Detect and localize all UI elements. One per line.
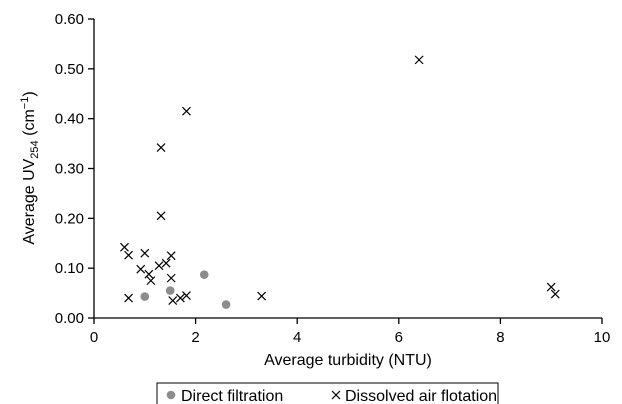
data-point-direct-filtration — [199, 270, 209, 279]
data-point-dissolved-air-flotation — [124, 293, 133, 303]
x-tick-label: 0 — [90, 329, 98, 346]
x-tick-label: 2 — [191, 329, 199, 346]
legend-marker-dissolved-air-flotation — [331, 390, 341, 400]
x-tick-label: 8 — [496, 329, 504, 346]
data-point-direct-filtration — [140, 292, 150, 301]
legend-marker-direct-filtration — [166, 390, 176, 400]
data-point-dissolved-air-flotation — [166, 273, 176, 283]
data-point-dissolved-air-flotation — [136, 264, 146, 274]
y-tick-label: 0.30 — [55, 161, 84, 178]
data-point-dissolved-air-flotation — [124, 250, 133, 260]
legend-label-direct-filtration: Direct filtration — [181, 388, 283, 404]
data-point-dissolved-air-flotation — [156, 211, 166, 221]
x-tick-label: 4 — [293, 329, 301, 346]
y-tick-label: 0.00 — [55, 310, 84, 327]
legend-box — [156, 382, 499, 404]
data-point-dissolved-air-flotation — [168, 296, 178, 305]
data-point-dissolved-air-flotation — [166, 251, 176, 261]
data-point-direct-filtration — [165, 286, 175, 295]
y-axis-title-close: ) — [21, 91, 38, 96]
data-point-dissolved-air-flotation — [156, 143, 166, 152]
y-tick-label: 0.50 — [55, 61, 84, 78]
data-point-dissolved-air-flotation — [120, 242, 129, 252]
data-point-dissolved-air-flotation — [161, 258, 171, 268]
y-tick-label: 0.10 — [55, 260, 84, 277]
y-tick-label: 0.40 — [55, 111, 84, 128]
y-axis-title-unit: (cm — [21, 109, 38, 140]
legend-label-dissolved-air-flotation: Dissolved air flotation — [345, 388, 497, 404]
x-tick-label: 10 — [594, 329, 611, 346]
x-axis-title: Average turbidity (NTU) — [264, 352, 432, 369]
y-axis-title: Average UV254 (cm−1) — [19, 91, 41, 244]
data-point-dissolved-air-flotation — [175, 293, 185, 303]
data-point-dissolved-air-flotation — [550, 289, 560, 299]
data-point-dissolved-air-flotation — [182, 291, 191, 300]
y-tick-label: 0.20 — [55, 210, 84, 227]
data-point-dissolved-air-flotation — [154, 261, 164, 271]
data-point-dissolved-air-flotation — [140, 248, 150, 258]
x-ticks: 0 2 4 6 8 10 — [90, 318, 611, 346]
data-point-direct-filtration — [221, 300, 231, 309]
x-tick-label: 6 — [395, 329, 403, 346]
y-tick-label: 0.60 — [55, 11, 84, 28]
data-point-dissolved-air-flotation — [182, 106, 191, 116]
y-ticks: 0.00 0.10 0.20 0.30 0.40 0.50 0.60 — [55, 11, 94, 327]
y-axis-title-sub: 254 — [29, 140, 41, 158]
legend: Direct filtration Dissolved air flotatio… — [156, 382, 499, 404]
data-point-dissolved-air-flotation — [414, 55, 424, 65]
data-point-dissolved-air-flotation — [144, 269, 154, 279]
axes — [93, 19, 602, 319]
data-point-dissolved-air-flotation — [146, 276, 156, 286]
data-point-dissolved-air-flotation — [546, 282, 556, 292]
data-point-dissolved-air-flotation — [257, 291, 267, 301]
data-points — [120, 55, 560, 309]
y-axis-title-sup: −1 — [19, 97, 31, 110]
y-axis-title-main: Average UV — [21, 158, 38, 244]
